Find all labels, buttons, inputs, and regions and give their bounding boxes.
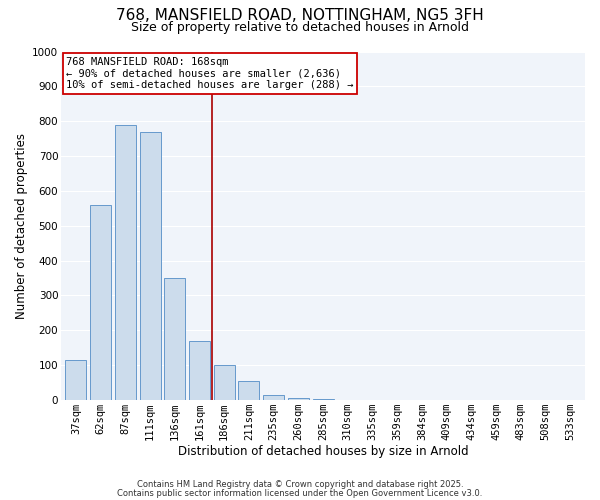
Bar [65, 360, 86, 400]
Text: 768 MANSFIELD ROAD: 168sqm
← 90% of detached houses are smaller (2,636)
10% of s: 768 MANSFIELD ROAD: 168sqm ← 90% of deta… [67, 56, 354, 90]
Text: Contains HM Land Registry data © Crown copyright and database right 2025.: Contains HM Land Registry data © Crown c… [137, 480, 463, 489]
Bar [140, 132, 161, 400]
Bar [164, 278, 185, 400]
Bar [214, 365, 235, 400]
Y-axis label: Number of detached properties: Number of detached properties [15, 133, 28, 319]
Bar [238, 381, 259, 400]
Bar [263, 395, 284, 400]
Bar [115, 124, 136, 400]
X-axis label: Distribution of detached houses by size in Arnold: Distribution of detached houses by size … [178, 444, 469, 458]
Text: 768, MANSFIELD ROAD, NOTTINGHAM, NG5 3FH: 768, MANSFIELD ROAD, NOTTINGHAM, NG5 3FH [116, 8, 484, 22]
Bar [90, 205, 111, 400]
Bar [189, 341, 210, 400]
Text: Contains public sector information licensed under the Open Government Licence v3: Contains public sector information licen… [118, 488, 482, 498]
Bar [288, 398, 309, 400]
Text: Size of property relative to detached houses in Arnold: Size of property relative to detached ho… [131, 22, 469, 35]
